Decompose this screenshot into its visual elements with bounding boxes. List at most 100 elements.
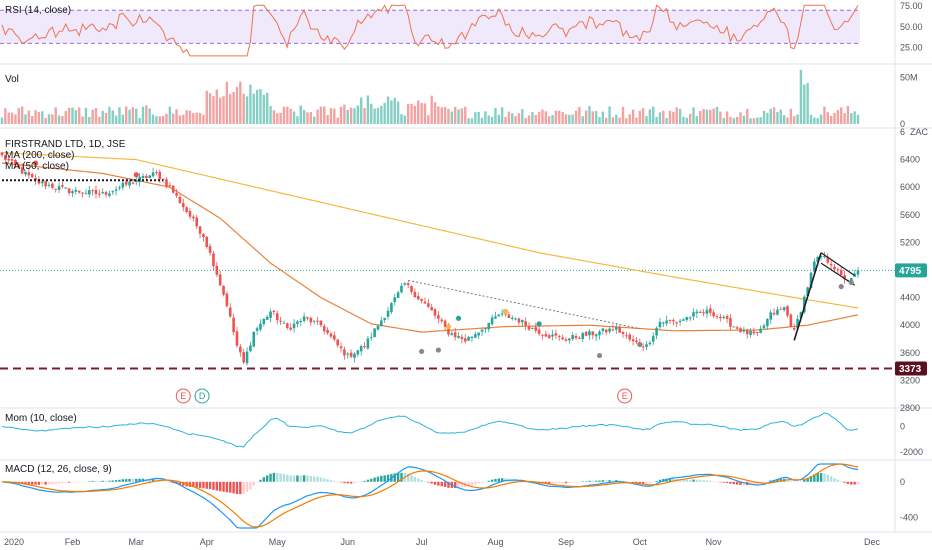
- candle-body: [752, 331, 756, 334]
- currency-label: ZAC: [910, 127, 929, 137]
- volume-bar: [108, 106, 111, 124]
- volume-bar: [185, 110, 188, 124]
- volume-bar: [269, 105, 272, 124]
- macd-bar: [846, 481, 850, 484]
- candle-body: [839, 269, 843, 276]
- macd-bar: [856, 481, 860, 485]
- macd-bar: [605, 480, 608, 482]
- volume-bar: [292, 111, 296, 124]
- candle-body: [524, 321, 527, 326]
- price-tick-label: 2800: [900, 403, 920, 413]
- volume-bar: [819, 114, 823, 124]
- candle-body: [228, 307, 232, 317]
- volume-bar: [366, 95, 370, 124]
- volume-bar: [427, 115, 430, 124]
- candle-body: [712, 312, 715, 317]
- candle-body: [101, 192, 105, 194]
- price-tick-label: 6400: [900, 155, 920, 165]
- rsi-label: RSI (14, close): [5, 5, 71, 16]
- macd-bar: [41, 481, 44, 485]
- volume-bar: [511, 113, 514, 124]
- volume-bar: [34, 110, 37, 124]
- x-tick-label: Sep: [558, 537, 574, 547]
- volume-bar: [74, 110, 78, 124]
- last-price-badge-bg: [895, 263, 927, 278]
- x-tick-label: Dec: [864, 537, 881, 547]
- macd-bar: [813, 474, 816, 482]
- volume-bar: [527, 115, 531, 124]
- candle-body: [725, 315, 729, 319]
- volume-bar: [709, 109, 712, 124]
- ma50-line: [1, 162, 859, 333]
- rsi-tick-label: 75.00: [900, 1, 923, 11]
- volume-bar: [205, 90, 208, 124]
- candle-body: [732, 326, 736, 328]
- candle-body: [77, 190, 81, 193]
- macd-bar: [198, 481, 202, 489]
- macd-bar: [74, 481, 78, 483]
- macd-bar: [417, 478, 420, 482]
- volume-bar: [215, 89, 219, 124]
- candle-body: [631, 339, 635, 342]
- candle-body: [484, 328, 487, 330]
- macd-bar: [323, 478, 326, 482]
- macd-bar: [188, 481, 192, 487]
- candle-body: [121, 182, 125, 188]
- candle-body: [759, 328, 762, 333]
- macd-bar: [608, 480, 611, 482]
- macd-bar: [101, 480, 104, 482]
- macd-bar: [474, 481, 477, 485]
- volume-bar: [353, 108, 356, 124]
- volume-bar: [450, 111, 454, 124]
- candle-body: [833, 266, 836, 270]
- volume-bar: [363, 108, 366, 124]
- macd-bar: [628, 481, 631, 483]
- volume-bar: [574, 110, 578, 124]
- macd-bar: [722, 481, 725, 483]
- candle-body: [215, 265, 219, 275]
- candle-body: [245, 351, 249, 364]
- signal-dots: [32, 160, 854, 359]
- macd-bar: [319, 477, 323, 482]
- macd-bar: [719, 481, 722, 483]
- macd-bar: [386, 474, 390, 482]
- volume-bars: [0, 69, 860, 124]
- candle-body: [719, 316, 722, 319]
- candle-body: [816, 256, 820, 263]
- macd-bar: [514, 479, 517, 482]
- macd-bar: [588, 480, 591, 482]
- candle-body: [618, 327, 621, 333]
- volume-bar: [648, 109, 652, 124]
- candle-body: [296, 321, 299, 324]
- candle-body: [67, 188, 71, 194]
- volume-bar: [608, 106, 611, 124]
- macd-bar: [286, 474, 289, 482]
- candle-body: [151, 172, 155, 177]
- macd-bar: [571, 481, 574, 483]
- vol-tick-label: 0: [900, 119, 905, 129]
- macd-bar: [178, 481, 182, 485]
- volume-bar: [356, 105, 360, 124]
- volume-bar: [605, 117, 608, 124]
- volume-bar: [98, 116, 101, 124]
- volume-bar: [242, 93, 245, 124]
- candle-body: [51, 183, 54, 188]
- macd-bar: [645, 481, 648, 484]
- volume-bar: [621, 106, 625, 124]
- macd-bar: [658, 479, 662, 482]
- candle-body: [433, 309, 437, 316]
- candle-body: [497, 314, 501, 317]
- price-badges: 4795 3373: [895, 263, 927, 376]
- volume-bar: [88, 117, 91, 124]
- x-tick-label: Apr: [200, 537, 214, 547]
- volume-bar: [198, 113, 202, 124]
- volume-bar: [813, 117, 816, 124]
- volume-bar: [840, 107, 843, 124]
- candle-body: [235, 331, 239, 346]
- macd-bar: [34, 481, 37, 485]
- x-tick-label: Feb: [65, 537, 81, 547]
- candle-body: [651, 336, 655, 342]
- volume-bar: [460, 108, 464, 124]
- candle-body: [400, 285, 403, 293]
- candle-body: [578, 337, 581, 339]
